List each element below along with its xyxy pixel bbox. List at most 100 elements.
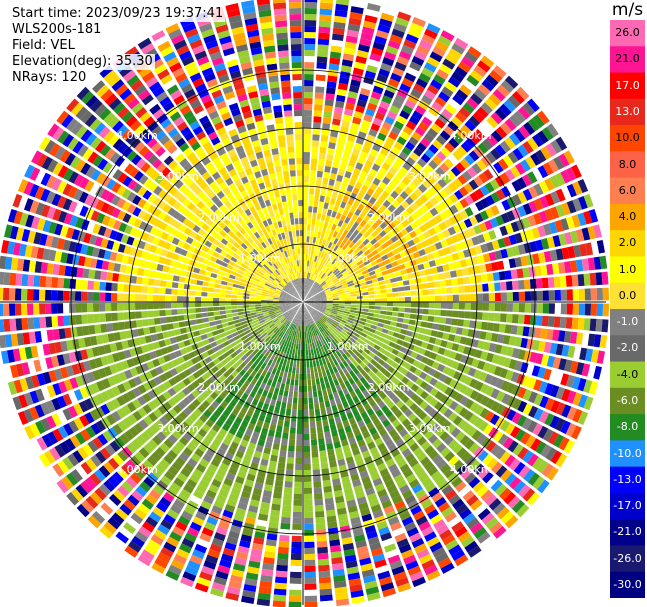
noise-gate (1, 239, 10, 254)
velocity-gate (298, 307, 302, 314)
noise-gate (495, 465, 508, 478)
noise-gate (245, 516, 256, 525)
noise-gate (388, 131, 399, 141)
velocity-gate (375, 378, 384, 387)
velocity-gate (397, 317, 404, 323)
velocity-gate (218, 374, 227, 383)
velocity-gate (495, 403, 506, 415)
noise-gate (482, 471, 494, 484)
noise-gate (249, 554, 262, 563)
noise-gate (126, 150, 138, 162)
noise-gate (121, 146, 133, 158)
velocity-gate (183, 431, 193, 442)
velocity-gate (424, 328, 432, 336)
velocity-gate (312, 267, 316, 274)
velocity-gate (217, 354, 226, 362)
noise-gate (304, 535, 315, 542)
velocity-gate (325, 269, 331, 276)
velocity-gate (268, 404, 275, 412)
noise-gate (411, 537, 425, 549)
velocity-gate (326, 299, 333, 301)
noise-gate (529, 278, 537, 289)
velocity-gate (241, 392, 249, 401)
noise-gate (481, 512, 495, 525)
velocity-gate (333, 260, 339, 267)
velocity-gate (367, 331, 375, 338)
noise-gate (138, 174, 149, 185)
velocity-gate (167, 465, 179, 477)
velocity-gate (288, 322, 292, 329)
noise-gate (348, 578, 362, 587)
noise-gate (176, 121, 188, 132)
noise-gate (528, 391, 538, 404)
velocity-gate (444, 325, 452, 333)
velocity-gate (381, 405, 390, 414)
noise-gate (440, 562, 455, 574)
noise-gate (350, 79, 361, 88)
noise-gate (201, 120, 213, 131)
velocity-gate (314, 262, 318, 269)
velocity-gate (482, 232, 491, 242)
velocity-gate (307, 294, 313, 299)
velocity-gate (329, 256, 335, 264)
noise-gate (275, 570, 288, 578)
velocity-gate (388, 325, 396, 332)
velocity-gate (201, 400, 211, 409)
noise-gate (500, 80, 515, 94)
noise-gate (342, 542, 355, 551)
velocity-gate (360, 317, 367, 323)
velocity-gate (305, 272, 308, 279)
noise-gate (480, 155, 492, 168)
velocity-gate (347, 317, 355, 322)
velocity-gate (284, 334, 289, 341)
velocity-gate (479, 264, 487, 273)
noise-gate (375, 29, 389, 40)
noise-gate (480, 55, 495, 68)
velocity-gate (273, 491, 282, 499)
noise-gate (135, 158, 147, 169)
velocity-gate (270, 360, 276, 368)
velocity-gate (396, 245, 405, 253)
velocity-gate (112, 423, 123, 436)
noise-gate (159, 134, 170, 146)
noise-gate (515, 162, 526, 175)
velocity-gate (338, 519, 350, 528)
noise-gate (544, 383, 554, 396)
velocity-gate (205, 386, 214, 395)
velocity-gate (270, 324, 277, 330)
noise-gate (121, 481, 134, 493)
noise-gate (318, 20, 332, 28)
velocity-gate (164, 370, 173, 380)
noise-gate (589, 318, 597, 332)
velocity-gate (327, 334, 334, 341)
velocity-gate (345, 255, 352, 262)
velocity-gate (322, 274, 327, 280)
velocity-gate (437, 347, 446, 356)
noise-gate (4, 256, 13, 270)
velocity-gate (199, 346, 207, 354)
velocity-gate (463, 346, 471, 355)
noise-gate (538, 252, 546, 264)
noise-gate (334, 106, 344, 114)
velocity-gate (480, 321, 488, 331)
velocity-gate (424, 220, 433, 230)
noise-gate (190, 141, 201, 151)
velocity-gate (316, 334, 320, 342)
velocity-gate (348, 128, 358, 137)
noise-gate (283, 110, 293, 117)
noise-gate (192, 44, 205, 55)
noise-gate (217, 29, 231, 40)
velocity-gate (325, 308, 332, 312)
noise-gate (340, 531, 352, 539)
noise-gate (263, 39, 275, 47)
velocity-gate (201, 373, 210, 381)
velocity-gate (255, 444, 264, 453)
velocity-gate (344, 292, 351, 296)
noise-gate (130, 512, 144, 525)
noise-gate (204, 126, 215, 136)
noise-gate (596, 287, 603, 301)
velocity-gate (314, 225, 319, 232)
velocity-gate (304, 325, 306, 332)
velocity-gate (306, 272, 310, 279)
noise-gate (304, 104, 313, 111)
